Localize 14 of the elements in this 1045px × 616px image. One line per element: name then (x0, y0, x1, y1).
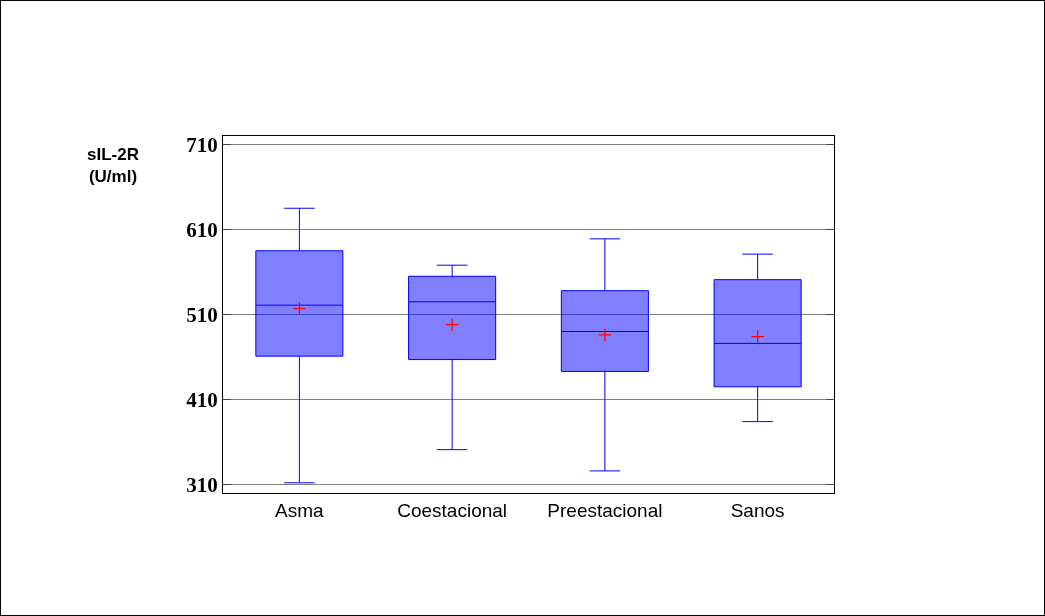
x-tick-label: Coestacional (397, 499, 508, 521)
y-axis-title: sIL-2R (U/ml) (87, 145, 139, 187)
point (597, 328, 612, 342)
x-tick-label: Asma (275, 499, 325, 521)
y-tick-label: 310 (186, 472, 218, 497)
point (750, 329, 765, 344)
y-tick-label: 410 (186, 387, 218, 412)
point (292, 301, 307, 316)
point (445, 317, 460, 332)
y-tick-label: 710 (186, 132, 218, 157)
y-tick-label: 510 (186, 302, 218, 327)
x-tick-label: Preestacional (547, 499, 663, 521)
x-tick-label: Sanos (730, 499, 785, 521)
y-tick-label: 610 (186, 217, 218, 242)
